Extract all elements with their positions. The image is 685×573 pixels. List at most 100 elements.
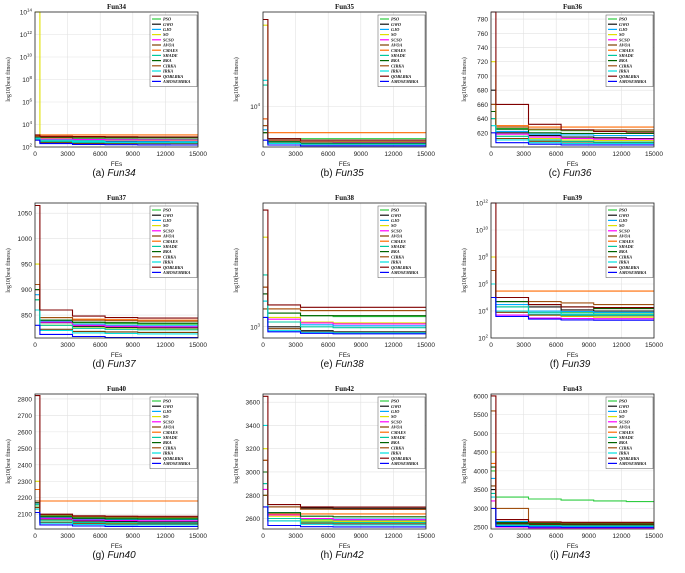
series-line-QOBLRKA bbox=[491, 202, 654, 309]
series-line-SHADE bbox=[491, 118, 654, 143]
x-tick-label: 6000 bbox=[321, 533, 336, 540]
caption-letter: (h) bbox=[320, 550, 336, 561]
legend-label: AMOSEMRKA bbox=[162, 461, 191, 466]
caption-name: Fun36 bbox=[563, 168, 592, 179]
caption-p42: (h) Fun42 bbox=[228, 550, 456, 561]
legend-label: GJO bbox=[163, 409, 171, 414]
chart-title: Fun37 bbox=[107, 194, 127, 202]
legend-label: IRKA bbox=[390, 260, 401, 265]
legend-label: GJO bbox=[391, 27, 399, 32]
series-line-SCSO bbox=[263, 488, 426, 521]
y-tick-label: 760 bbox=[477, 31, 488, 38]
legend-label: CIRKA bbox=[391, 254, 404, 259]
series-line-IRKA bbox=[491, 125, 654, 144]
legend-label: QOBLRKA bbox=[619, 74, 639, 79]
legend-label: PSO bbox=[391, 399, 399, 404]
x-axis-label: FEs bbox=[339, 161, 351, 168]
caption-name: Fun39 bbox=[561, 359, 591, 370]
y-axis-label: log10(best fitness) bbox=[461, 57, 468, 102]
legend-label: CMAES bbox=[391, 239, 406, 244]
y-tick-label: 1000 bbox=[18, 236, 33, 243]
legend-label: AMOSEMRKA bbox=[162, 79, 191, 84]
y-tick-label: 1012 bbox=[20, 30, 33, 39]
chart-p43: 0 3000 6000 9000 12000 15000 2500 3000 3500 4000 4… bbox=[461, 385, 663, 550]
chart-title: Fun34 bbox=[107, 3, 127, 11]
legend-label: SCSO bbox=[619, 37, 630, 42]
legend-label: SO bbox=[619, 32, 625, 37]
series-line-SHADE bbox=[263, 483, 426, 524]
y-tick-label: 5000 bbox=[474, 431, 489, 438]
series-line-IRKA bbox=[491, 283, 654, 316]
legend-label: GWO bbox=[163, 404, 173, 409]
legend-label: SCSO bbox=[619, 228, 630, 233]
axes-box bbox=[490, 393, 655, 530]
legend-label: SO bbox=[163, 414, 169, 419]
axes-box bbox=[262, 393, 427, 530]
y-axis-label: log10(best fitness) bbox=[233, 57, 240, 102]
y-axis-label: log10(best fitness) bbox=[5, 248, 12, 293]
x-tick-label: 9000 bbox=[126, 342, 141, 349]
legend-label: AMOSEMRKA bbox=[618, 79, 647, 84]
legend-label: IRKA bbox=[618, 260, 629, 265]
y-tick-label: 1010 bbox=[20, 53, 33, 62]
x-axis-label: FEs bbox=[567, 352, 579, 359]
legend-label: SHADE bbox=[619, 53, 634, 58]
x-tick-label: 15000 bbox=[417, 533, 435, 540]
legend-label: AVOA bbox=[618, 425, 631, 430]
y-tick-label: 108 bbox=[22, 75, 32, 84]
y-tick-label: 850 bbox=[21, 313, 32, 320]
chart-title: Fun40 bbox=[107, 385, 127, 393]
x-tick-label: 12000 bbox=[384, 151, 402, 158]
chart-p38: 0 3000 6000 9000 12000 15000 103 Fun38 FEs log10(… bbox=[233, 194, 435, 359]
legend-label: SHADE bbox=[391, 244, 406, 249]
legend-label: CMAES bbox=[619, 48, 634, 53]
legend-box bbox=[605, 205, 654, 278]
y-axis-label: log10(best fitness) bbox=[5, 57, 12, 102]
legend-label: AMOSEMRKA bbox=[390, 79, 419, 84]
legend-label: SHADE bbox=[391, 435, 406, 440]
legend-label: PSO bbox=[163, 399, 171, 404]
legend-label: PSO bbox=[391, 17, 399, 22]
legend-label: SCSO bbox=[391, 419, 402, 424]
y-tick-label: 104 bbox=[22, 120, 32, 129]
x-tick-label: 12000 bbox=[612, 342, 630, 349]
chart-title: Fun35 bbox=[335, 3, 355, 11]
series-line-AMOSEMRKA bbox=[35, 324, 198, 339]
legend-label: AVOA bbox=[162, 425, 175, 430]
caption-name: Fun40 bbox=[107, 550, 136, 561]
legend-label: SCSO bbox=[163, 419, 174, 424]
legend-label: RKA bbox=[391, 249, 400, 254]
y-tick-label: 2400 bbox=[18, 462, 33, 469]
axes-box bbox=[262, 202, 427, 339]
x-tick-label: 0 bbox=[33, 151, 37, 158]
legend-label: GJO bbox=[619, 218, 627, 223]
y-tick-label: 104 bbox=[250, 102, 260, 111]
y-tick-label: 2500 bbox=[18, 446, 33, 453]
y-tick-label: 3000 bbox=[474, 506, 489, 513]
chart-p39: 0 3000 6000 9000 12000 15000 102 104 106 108 1010 1… bbox=[461, 194, 663, 359]
caption-name: Fun34 bbox=[107, 168, 136, 179]
series-line-AMOSEMRKA bbox=[491, 132, 654, 146]
legend-label: CIRKA bbox=[163, 254, 176, 259]
legend-label: SCSO bbox=[391, 228, 402, 233]
series-line-IRKA bbox=[35, 309, 198, 335]
legend-label: AMOSEMRKA bbox=[618, 461, 647, 466]
y-tick-label: 700 bbox=[477, 73, 488, 80]
series-line-IRKA bbox=[263, 424, 426, 526]
y-tick-label: 3600 bbox=[246, 400, 261, 407]
series-line-AMOSEMRKA bbox=[35, 511, 198, 528]
series-line-AMOSEMRKA bbox=[491, 296, 654, 321]
caption-letter: (f) bbox=[549, 359, 562, 370]
series-line-GJO bbox=[491, 283, 654, 313]
series-line-QOBLRKA bbox=[263, 395, 426, 508]
series-line-SCSO bbox=[35, 502, 198, 522]
legend-label: SHADE bbox=[163, 53, 178, 58]
caption-name: Fun37 bbox=[107, 359, 136, 370]
legend-label: SO bbox=[391, 223, 397, 228]
axes-box bbox=[34, 11, 199, 148]
series-line-IRKA bbox=[35, 508, 198, 526]
caption-letter: (c) bbox=[548, 168, 564, 179]
x-tick-label: 9000 bbox=[582, 151, 597, 158]
y-tick-label: 3400 bbox=[246, 423, 261, 430]
